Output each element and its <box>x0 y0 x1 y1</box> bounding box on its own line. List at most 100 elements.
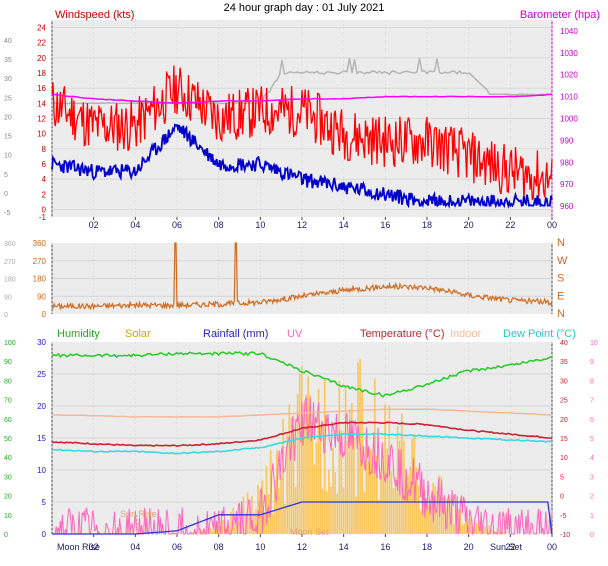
solar-bar <box>326 491 328 534</box>
barometer-tick: 1030 <box>560 49 578 58</box>
axis-tick-label: 40 <box>4 455 12 462</box>
axis-tick-label: 30 <box>560 378 568 385</box>
solar-bar <box>315 442 318 534</box>
solar-bar <box>334 472 336 534</box>
indoor-line <box>52 408 553 418</box>
x-tick-label: 14 <box>339 220 349 230</box>
solar-bar <box>330 486 332 534</box>
axis-tick-label: -10 <box>560 532 570 539</box>
solar-bar <box>426 507 428 534</box>
solar-bar <box>463 523 466 534</box>
x-tick-label: 18 <box>422 220 432 230</box>
windspeed-tick: 16 <box>37 84 46 93</box>
x-tick-label: 02 <box>89 220 99 230</box>
axis-tick-label: 30 <box>37 338 46 347</box>
x-tick-label: 16 <box>380 220 390 230</box>
legend-temperature: Temperature (°C) <box>360 328 444 340</box>
axis-tick-label: 20 <box>4 114 12 121</box>
humidity-ticks: 0 10 20 30 40 50 60 70 80 90 100 <box>4 340 16 539</box>
solar-bar <box>255 509 257 534</box>
solar-bar <box>442 497 445 534</box>
axis-tick-label: 30 <box>4 474 12 481</box>
solar-bar <box>265 465 268 534</box>
solar-bar <box>301 365 303 534</box>
axis-tick-label: 5 <box>4 172 8 179</box>
barometer-tick: 1010 <box>560 93 578 102</box>
axis-tick-label: 0 <box>42 310 47 319</box>
solar-bar <box>296 394 299 534</box>
x-tick-label: 02 <box>89 542 99 552</box>
axis-tick-label: 10 <box>4 513 12 520</box>
axis-tick-label: 6 <box>590 417 594 424</box>
legend-rainfall: Rainfall (mm) <box>203 328 268 340</box>
axis-tick-label: 0 <box>4 191 8 198</box>
x-tick-label: 12 <box>297 542 307 552</box>
solar-bar <box>394 476 397 534</box>
solar-bar <box>338 380 341 534</box>
solar-bar <box>209 527 211 534</box>
axis-tick-label: 1 <box>590 513 594 520</box>
solar-bar <box>263 512 266 534</box>
solar-bar <box>221 520 224 534</box>
temperature-ticks: -10 -5 0 5 10 15 20 25 30 35 40 <box>560 340 570 539</box>
solar-bar <box>319 426 322 534</box>
x-tick-label: 10 <box>255 542 265 552</box>
axis-tick-label: 2 <box>590 494 594 501</box>
axis-tick-label: 0 <box>560 494 564 501</box>
panel-wind-grid <box>51 20 553 217</box>
axis-tick-label: 5 <box>560 474 564 481</box>
solar-bar <box>238 521 241 534</box>
solar-bar <box>469 518 472 534</box>
axis-tick-label: 270 <box>33 257 47 266</box>
panel-atmos-x-ticks: 02 04 06 08 10 12 14 16 18 20 22 00 <box>89 534 557 552</box>
solar-bar <box>323 379 326 534</box>
solar-bar <box>484 526 486 534</box>
x-tick-label: 06 <box>172 220 182 230</box>
x-tick-label: 04 <box>130 220 140 230</box>
solar-bar <box>234 522 236 534</box>
solar-bar <box>453 524 455 534</box>
barometer-tick: 1000 <box>560 115 578 124</box>
windspeed-tick: 14 <box>37 99 46 108</box>
windspeed-tick: 0 <box>42 205 47 214</box>
solar-bar <box>246 492 249 534</box>
axis-tick-label: 10 <box>560 455 568 462</box>
sun-set-label: Sun Set <box>490 542 523 552</box>
barometer-tick: 990 <box>560 136 574 145</box>
barometer-ref-line <box>51 58 553 105</box>
solar-bar <box>476 523 478 534</box>
solar-bar <box>269 450 272 534</box>
solar-bar <box>340 430 343 534</box>
solar-bar <box>403 440 405 534</box>
barometer-tick: 1040 <box>560 27 578 36</box>
solar-bar <box>273 481 276 534</box>
x-tick-label: 20 <box>464 542 474 552</box>
solar-bar <box>282 418 284 534</box>
solar-bar <box>480 525 482 534</box>
axis-tick-label: 180 <box>33 275 47 284</box>
barometer-line <box>51 93 553 105</box>
solar-bar <box>344 386 347 534</box>
barometer-tick: 970 <box>560 180 574 189</box>
axis-tick-label: 5 <box>590 436 594 443</box>
solar-bar <box>217 525 220 534</box>
solar-bar <box>280 475 282 534</box>
axis-tick-label: S <box>557 273 564 285</box>
windspeed-tick: 12 <box>37 115 46 124</box>
axis-tick-label: 100 <box>4 340 16 347</box>
solar-bar <box>503 532 505 534</box>
x-tick-label: 08 <box>214 542 224 552</box>
windspeed-tick: 24 <box>37 24 46 33</box>
legend-dewpoint: Dew Point (°C) <box>503 328 576 340</box>
rain-ticks: 0 5 10 15 20 25 30 <box>37 338 46 539</box>
axis-tick-label: 10 <box>590 340 598 347</box>
solar-bar <box>386 448 388 534</box>
solar-bar <box>355 496 357 534</box>
solar-bar <box>348 408 351 534</box>
axis-tick-label: 10 <box>37 466 46 475</box>
solar-bar <box>288 404 291 534</box>
solar-bar <box>440 476 443 534</box>
solar-bar <box>253 513 255 534</box>
